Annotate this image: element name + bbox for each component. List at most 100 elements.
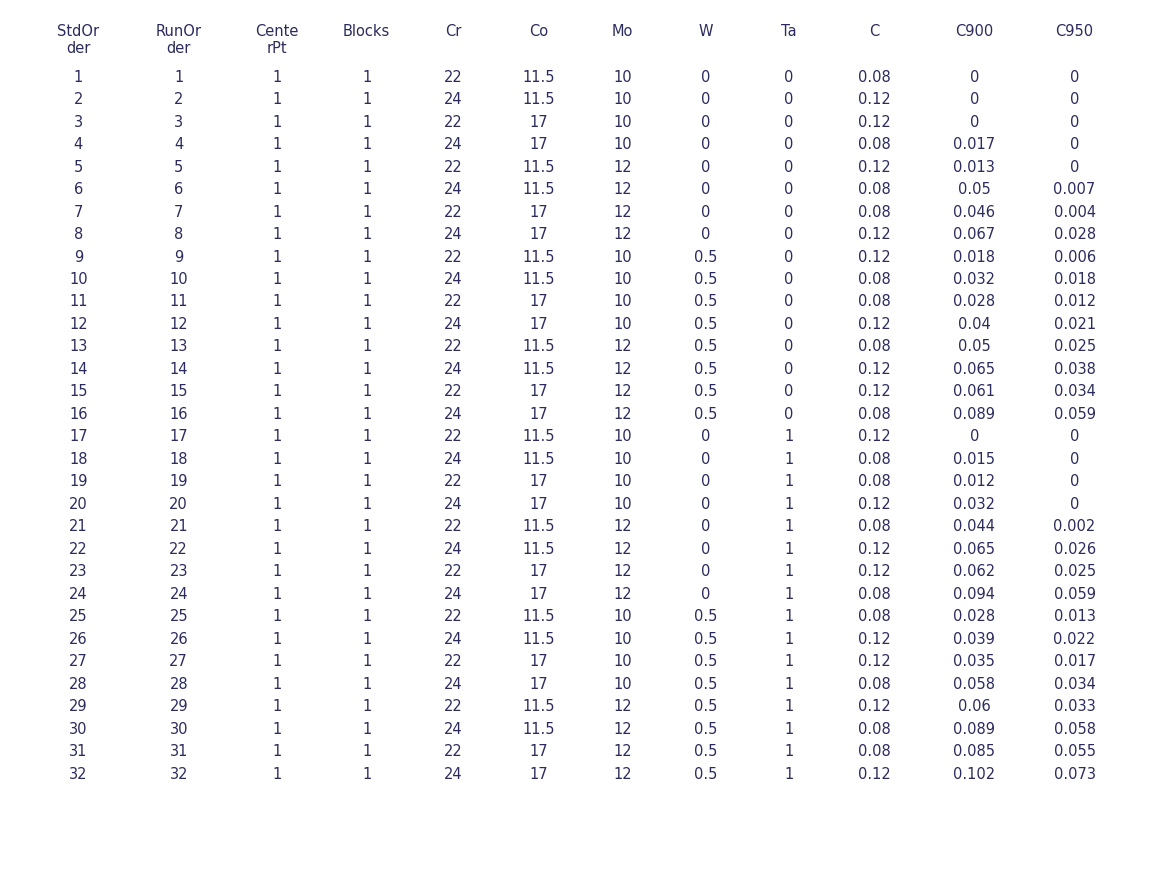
Text: 0: 0 (784, 407, 793, 421)
Text: 10: 10 (613, 451, 632, 467)
Text: 1: 1 (272, 631, 281, 646)
Text: 2: 2 (174, 92, 183, 107)
Text: 0.5: 0.5 (694, 249, 717, 264)
Text: 1: 1 (784, 721, 793, 736)
Text: 1: 1 (784, 676, 793, 691)
Text: 0: 0 (701, 115, 710, 129)
Text: 9: 9 (74, 249, 83, 264)
Text: 24: 24 (444, 676, 462, 691)
Text: 0: 0 (784, 339, 793, 354)
Text: 0.058: 0.058 (1054, 721, 1095, 736)
Text: 0: 0 (784, 182, 793, 196)
Text: Blocks: Blocks (344, 24, 390, 39)
Text: C: C (869, 24, 879, 39)
Text: 1: 1 (784, 587, 793, 601)
Text: 17: 17 (529, 653, 548, 668)
Text: 1: 1 (784, 474, 793, 489)
Text: 0: 0 (701, 70, 710, 84)
Text: 0.08: 0.08 (858, 339, 890, 354)
Text: 0.12: 0.12 (858, 227, 890, 242)
Text: 1: 1 (362, 115, 371, 129)
Text: 10: 10 (613, 316, 632, 332)
Text: 0: 0 (701, 92, 710, 107)
Text: 0.08: 0.08 (858, 587, 890, 601)
Text: 0.05: 0.05 (958, 339, 990, 354)
Text: 17: 17 (529, 587, 548, 601)
Text: 10: 10 (69, 272, 88, 287)
Text: 0.5: 0.5 (694, 631, 717, 646)
Text: 0: 0 (1070, 159, 1079, 175)
Text: 12: 12 (613, 744, 632, 759)
Text: 0.028: 0.028 (1054, 227, 1095, 242)
Text: 12: 12 (69, 316, 88, 332)
Text: 17: 17 (529, 744, 548, 759)
Text: 1: 1 (272, 272, 281, 287)
Text: 17: 17 (529, 227, 548, 242)
Text: 0.12: 0.12 (858, 316, 890, 332)
Text: 17: 17 (529, 137, 548, 152)
Text: 24: 24 (69, 587, 88, 601)
Text: 10: 10 (613, 137, 632, 152)
Text: 25: 25 (169, 608, 188, 624)
Text: 0: 0 (784, 70, 793, 84)
Text: 0.12: 0.12 (858, 115, 890, 129)
Text: 0: 0 (701, 541, 710, 556)
Text: 10: 10 (613, 474, 632, 489)
Text: 20: 20 (169, 496, 188, 511)
Text: 1: 1 (272, 608, 281, 624)
Text: 1: 1 (272, 115, 281, 129)
Text: 22: 22 (444, 384, 462, 399)
Text: 11.5: 11.5 (522, 631, 555, 646)
Text: 12: 12 (613, 766, 632, 781)
Text: 1: 1 (272, 519, 281, 534)
Text: 0: 0 (701, 227, 710, 242)
Text: 1: 1 (272, 564, 281, 579)
Text: 1: 1 (272, 339, 281, 354)
Text: 0.044: 0.044 (954, 519, 995, 534)
Text: 0.08: 0.08 (858, 204, 890, 219)
Text: 0.12: 0.12 (858, 384, 890, 399)
Text: 0.058: 0.058 (954, 676, 995, 691)
Text: StdOr
der: StdOr der (58, 24, 99, 56)
Text: 23: 23 (169, 564, 188, 579)
Text: 0.5: 0.5 (694, 272, 717, 287)
Text: 8: 8 (74, 227, 83, 242)
Text: 24: 24 (444, 541, 462, 556)
Text: 1: 1 (362, 339, 371, 354)
Text: 28: 28 (169, 676, 188, 691)
Text: 22: 22 (444, 744, 462, 759)
Text: 12: 12 (613, 182, 632, 196)
Text: 0.013: 0.013 (954, 159, 995, 175)
Text: 0.061: 0.061 (954, 384, 995, 399)
Text: 28: 28 (69, 676, 88, 691)
Text: 5: 5 (174, 159, 183, 175)
Text: 0.017: 0.017 (1054, 653, 1095, 668)
Text: 0.065: 0.065 (954, 541, 995, 556)
Text: 11.5: 11.5 (522, 272, 555, 287)
Text: 0.12: 0.12 (858, 159, 890, 175)
Text: 6: 6 (174, 182, 183, 196)
Text: 1: 1 (272, 407, 281, 421)
Text: 1: 1 (272, 249, 281, 264)
Text: 0.055: 0.055 (1054, 744, 1095, 759)
Text: 0.034: 0.034 (1054, 676, 1095, 691)
Text: 0: 0 (1070, 115, 1079, 129)
Text: 0.089: 0.089 (954, 721, 995, 736)
Text: 0.018: 0.018 (954, 249, 995, 264)
Text: 22: 22 (444, 653, 462, 668)
Text: 0.028: 0.028 (954, 294, 995, 309)
Text: 0: 0 (701, 182, 710, 196)
Text: 12: 12 (613, 699, 632, 713)
Text: 11.5: 11.5 (522, 249, 555, 264)
Text: 0.5: 0.5 (694, 699, 717, 713)
Text: 1: 1 (362, 429, 371, 444)
Text: 1: 1 (362, 587, 371, 601)
Text: 12: 12 (613, 384, 632, 399)
Text: 17: 17 (529, 474, 548, 489)
Text: 1: 1 (362, 564, 371, 579)
Text: 0.5: 0.5 (694, 653, 717, 668)
Text: 0.089: 0.089 (954, 407, 995, 421)
Text: 5: 5 (74, 159, 83, 175)
Text: 0.034: 0.034 (1054, 384, 1095, 399)
Text: 1: 1 (362, 496, 371, 511)
